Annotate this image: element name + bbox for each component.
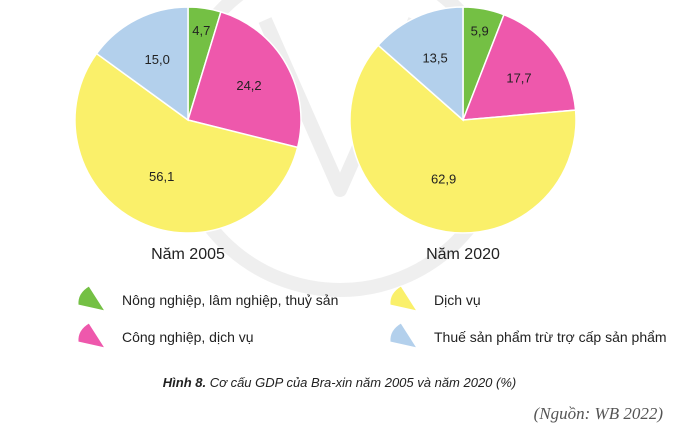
pie-1-label-1: 17,7 [506, 70, 531, 85]
legend-label-0: Nông nghiệp, lâm nghiệp, thuỷ sản [122, 292, 338, 308]
figure-canvas: 4,7 24,2 56,1 15,0 Năm 2005 5,9 17,7 62,9 13,5 Nă… [74, 0, 667, 349]
caption-text: Cơ cấu GDP của Bra-xin năm 2005 và năm 2… [209, 375, 517, 390]
pie-0-title: Năm 2005 [151, 246, 225, 263]
pie-1-title: Năm 2020 [426, 246, 500, 263]
legend-label-1: Dịch vụ [434, 292, 481, 308]
pie-0-label-0: 4,7 [192, 23, 210, 38]
legend-label-2: Công nghiệp, dịch vụ [122, 329, 254, 345]
figure-number: Hình 8. [162, 375, 207, 390]
pie-1-slice-1 [461, 13, 577, 121]
pie-1-slice-2 [349, 44, 577, 234]
legend-swatch-2 [77, 322, 107, 349]
pie-1-label-0: 5,9 [471, 24, 489, 39]
pie-0-slice-1 [187, 10, 302, 149]
pie-1-slice-3 [377, 6, 464, 122]
legend-swatch-3 [389, 322, 419, 349]
legend-swatch-0 [77, 285, 107, 312]
pie-1-label-3: 13,5 [422, 51, 447, 66]
pie-0-slice-3 [95, 6, 189, 122]
pie-0-label-3: 15,0 [145, 52, 170, 67]
pie-0-slice-2 [74, 52, 299, 234]
pie-0-label-2: 56,1 [149, 169, 174, 184]
figure-caption: Hình 8. Cơ cấu GDP của Bra-xin năm 2005 … [0, 375, 679, 390]
legend-swatch-1 [389, 285, 419, 312]
pie-1-label-2: 62,9 [431, 172, 456, 187]
source-note: (Nguồn: WB 2022) [533, 404, 663, 423]
legend-label-3: Thuế sản phẩm trừ trợ cấp sản phẩm [434, 329, 667, 345]
pie-0-label-1: 24,2 [236, 78, 261, 93]
